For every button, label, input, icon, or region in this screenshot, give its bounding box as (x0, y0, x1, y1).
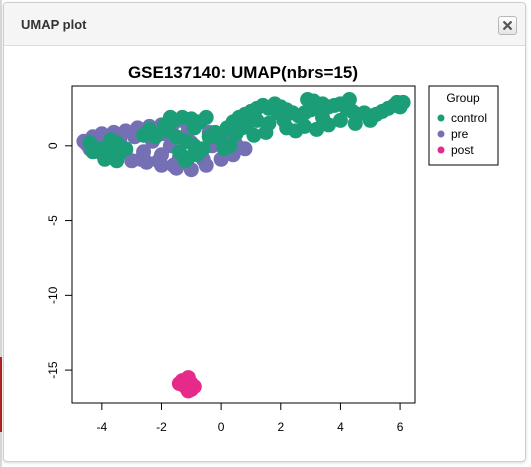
point-post (180, 383, 196, 399)
point-pre (151, 153, 166, 169)
y-tick-label: -5 (46, 215, 60, 226)
point-control (97, 151, 113, 167)
point-control (109, 153, 125, 169)
legend-title: Group (446, 91, 480, 105)
y-axis: 0 -5 -10 -15 (46, 142, 73, 379)
point-pre (133, 151, 149, 167)
page-left-accent (0, 357, 2, 432)
point-control (198, 109, 214, 125)
x-tick-label: -2 (156, 420, 167, 434)
point-control (332, 112, 348, 128)
x-tick-label: 4 (337, 420, 344, 434)
point-control (142, 121, 157, 137)
x-tick-label: 6 (397, 420, 404, 434)
point-control (309, 121, 325, 137)
point-pre (165, 157, 181, 173)
point-control (85, 144, 101, 160)
point-control (118, 141, 134, 157)
point-control (300, 92, 316, 107)
close-button[interactable] (498, 16, 517, 35)
point-control (177, 153, 193, 169)
legend-label-post: post (451, 143, 474, 157)
point-control (162, 109, 178, 125)
point-control (315, 109, 330, 125)
point-control (347, 115, 363, 131)
point-control (186, 120, 202, 136)
point-control (249, 112, 265, 128)
point-control (246, 127, 262, 143)
legend-swatch-pre (437, 130, 445, 138)
point-control (389, 94, 405, 110)
points-layer (76, 92, 411, 399)
y-tick-label: -10 (46, 286, 60, 304)
modal-header: UMAP plot (4, 3, 525, 46)
x-tick-label: 0 (218, 420, 225, 434)
point-control (270, 105, 286, 121)
legend-swatch-post (437, 146, 445, 154)
page-left-edge (0, 0, 2, 467)
legend-label-control: control (451, 111, 487, 125)
point-control (362, 112, 378, 128)
legend-swatch-control (437, 114, 445, 122)
y-tick-label: 0 (46, 142, 60, 149)
point-control (341, 92, 357, 107)
chart-title: GSE137140: UMAP(nbrs=15) (128, 63, 358, 82)
point-control (222, 138, 238, 154)
point-control (234, 120, 250, 136)
point-control (103, 132, 119, 148)
x-tick-label: -4 (96, 420, 107, 434)
x-axis: -4 -2 0 2 4 6 (96, 402, 404, 434)
legend: Group control pre post (428, 85, 499, 166)
point-control (297, 118, 313, 134)
modal-title: UMAP plot (21, 17, 87, 32)
point-control (258, 124, 274, 140)
point-control (189, 147, 205, 163)
y-tick-label: -15 (46, 361, 60, 379)
umap-plot-modal: UMAP plot (3, 2, 526, 462)
x-tick-label: 2 (277, 420, 284, 434)
close-icon (503, 21, 512, 30)
legend-label-pre: pre (451, 127, 469, 141)
